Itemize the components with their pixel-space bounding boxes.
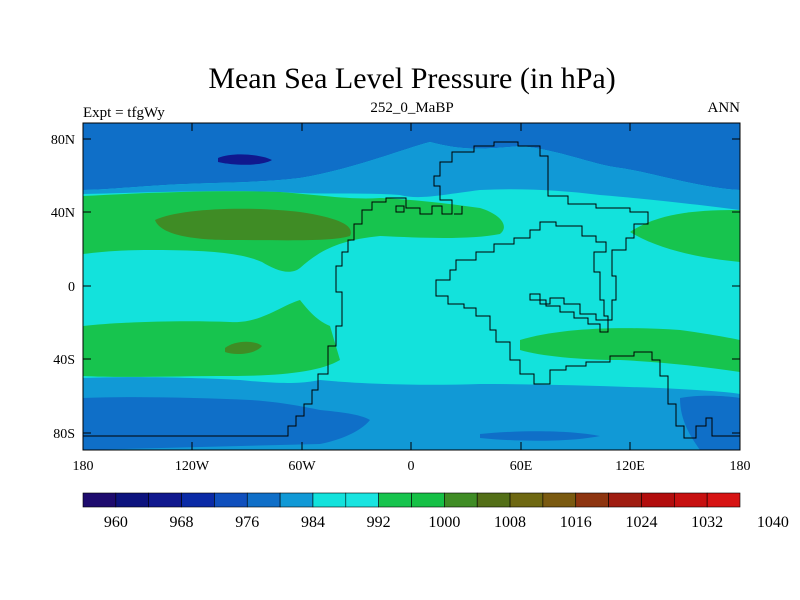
pressure-field (83, 123, 740, 450)
colorbar-swatch (641, 492, 675, 508)
colorbar-label: 1024 (625, 514, 657, 531)
colorbar-swatch (706, 492, 741, 508)
colorbar-swatch (673, 492, 708, 508)
colorbar-label: 976 (235, 514, 259, 531)
x-tick-60w: 60W (288, 459, 316, 474)
colorbar-swatch (214, 492, 248, 508)
colorbar-swatch (115, 492, 149, 508)
colorbar: 960 968 976 984 992 1000 1008 1016 1024 1032 1040 (82, 492, 789, 531)
coastline-island (395, 205, 405, 213)
colorbar-swatch (181, 492, 215, 508)
region-north-east-high (630, 210, 740, 262)
colorbar-swatch (542, 492, 577, 508)
colorbar-swatch (312, 492, 347, 508)
region-north-pacific-high-core (155, 208, 351, 241)
region-south-trough-patch (480, 431, 600, 441)
region-south-subtropical-high (83, 300, 340, 377)
colorbar-swatch (444, 492, 478, 508)
x-tick-120w: 120W (175, 459, 210, 474)
subtitle-right: ANN (708, 100, 741, 116)
colorbar-label: 984 (301, 514, 325, 531)
region-north-subpolar (83, 142, 740, 210)
colorbar-label: 1008 (494, 514, 526, 531)
coastline (83, 141, 740, 439)
x-tick-180e: 180 (730, 459, 751, 474)
subtitle-center: 252_0_MaBP (370, 100, 453, 116)
y-tick-0: 0 (68, 280, 75, 295)
colorbar-swatch (378, 492, 412, 508)
region-south-pacific-high-core (225, 341, 262, 354)
y-axis: 80N 40N 0 40S 80S (51, 133, 740, 442)
colorbar-swatch (608, 492, 642, 508)
colorbar-swatch (509, 492, 544, 508)
x-tick-60e: 60E (510, 459, 533, 474)
x-axis: 180 120W 60W 0 60E 120E 180 (73, 123, 751, 474)
x-tick-120e: 120E (615, 459, 645, 474)
chart-title: Mean Sea Level Pressure (in hPa) (208, 62, 615, 95)
x-tick-0: 0 (408, 459, 415, 474)
region-north-polar (83, 123, 740, 190)
colorbar-label: 968 (170, 514, 194, 531)
coastline-main (83, 141, 740, 439)
colorbar-label: 1016 (560, 514, 592, 531)
colorbar-swatch (411, 492, 445, 508)
region-south-east-high (520, 328, 740, 372)
y-tick-80s: 80S (53, 427, 75, 442)
subtitle-left: Expt = tfgWy (83, 105, 165, 121)
y-tick-80n: 80N (51, 133, 75, 148)
colorbar-label: 1040 (757, 514, 789, 531)
colorbar-swatch (345, 492, 379, 508)
colorbar-swatch (575, 492, 609, 508)
colorbar-label: 960 (104, 514, 128, 531)
colorbar-swatch (279, 492, 314, 508)
colorbar-label: 1000 (428, 514, 460, 531)
colorbar-swatch (82, 492, 117, 508)
y-tick-40n: 40N (51, 206, 75, 221)
colorbar-swatch (246, 492, 281, 508)
region-north-low (218, 154, 272, 165)
colorbar-swatch (148, 492, 182, 508)
coastline-peninsula (454, 206, 463, 215)
colorbar-swatch (476, 492, 511, 508)
region-south-polar (83, 397, 370, 450)
colorbar-label: 1032 (691, 514, 723, 531)
x-tick-180w: 180 (73, 459, 94, 474)
y-tick-40s: 40S (53, 353, 75, 368)
colorbar-label: 992 (367, 514, 391, 531)
